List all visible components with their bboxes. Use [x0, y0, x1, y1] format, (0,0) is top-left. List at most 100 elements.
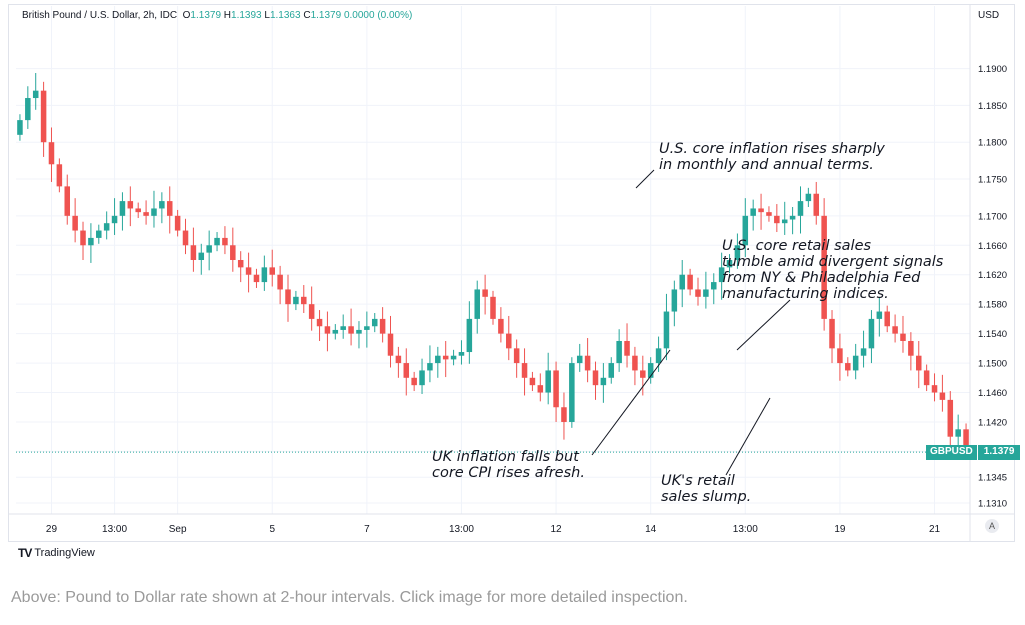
candle — [805, 187, 812, 207]
candle — [379, 307, 386, 343]
candle — [829, 310, 835, 364]
candle-body — [616, 340, 622, 364]
candle-body — [813, 193, 820, 216]
candle-body — [348, 326, 354, 334]
candle — [285, 274, 291, 322]
auto-scale-button[interactable]: A — [985, 519, 999, 533]
candle-body — [111, 215, 118, 224]
candle — [923, 364, 930, 392]
candle-body — [25, 98, 31, 121]
candle — [947, 391, 954, 452]
candle-body — [143, 212, 149, 216]
candle — [931, 373, 938, 402]
candle — [419, 358, 425, 394]
candle-body — [340, 326, 346, 330]
time-tick-label: Sep — [169, 524, 187, 535]
last-price-tag: GBPUSD 1.1379 — [926, 445, 1021, 460]
candle-body — [206, 245, 212, 253]
candle — [364, 311, 370, 348]
candle — [151, 190, 157, 228]
candle — [190, 227, 197, 272]
candle-body — [718, 267, 725, 283]
candle-body — [513, 348, 520, 364]
candle-body — [821, 215, 827, 319]
annotation-uk-retail-sales: UK's retail sales slump. — [661, 473, 752, 505]
candle-body — [442, 355, 449, 360]
currency-label: USD — [978, 10, 1000, 21]
time-tick-label: 13:00 — [733, 524, 758, 535]
candle — [513, 339, 520, 378]
candle — [711, 273, 717, 305]
candle — [32, 72, 39, 110]
candle — [332, 324, 339, 340]
candle-body — [947, 399, 954, 437]
candle-body — [56, 164, 63, 187]
candle — [166, 186, 173, 234]
annotation-us-retail-sales: U.S. core retail sales tumble amid diver… — [722, 238, 944, 302]
candle-body — [845, 363, 851, 371]
annotation-us-core-inflation: U.S. core inflation rises sharply in mon… — [659, 141, 885, 173]
candle-body — [687, 274, 693, 290]
candle-body — [17, 120, 23, 135]
candle-body — [592, 370, 599, 386]
candle — [301, 285, 307, 314]
candle — [198, 243, 205, 275]
candle — [695, 277, 701, 306]
candle-body — [860, 348, 867, 356]
candle — [261, 255, 268, 291]
candle-body — [703, 289, 709, 297]
candle — [584, 338, 591, 383]
candle-body — [222, 237, 228, 246]
close-label: C — [303, 10, 311, 21]
candle — [632, 346, 638, 386]
candle-body — [466, 318, 473, 353]
candle — [269, 249, 275, 287]
candle — [245, 252, 252, 293]
candle-body — [876, 311, 883, 319]
candle — [852, 343, 859, 380]
price-tick-label: 1.1660 — [978, 241, 1007, 252]
price-chart[interactable]: 1.13101.13451.13801.14201.14601.15001.15… — [8, 4, 1015, 542]
candle-body — [88, 237, 94, 246]
annotation-leader-line — [725, 397, 771, 476]
candle-body — [908, 340, 914, 356]
candle-body — [269, 267, 275, 275]
candle-body — [301, 296, 307, 305]
candle — [64, 174, 71, 225]
candle — [56, 158, 63, 193]
price-tag-value: 1.1379 — [977, 445, 1021, 460]
candle-body — [364, 326, 370, 330]
candle-body — [427, 363, 433, 371]
candle — [671, 280, 678, 327]
candle — [435, 346, 441, 378]
candle-body — [253, 274, 260, 283]
candle — [766, 206, 772, 222]
annotation-uk-inflation: UK inflation falls but core CPI rises af… — [432, 449, 585, 481]
candle-body — [458, 352, 465, 356]
candle — [687, 268, 693, 296]
candle — [103, 211, 110, 240]
candle-body — [316, 318, 323, 327]
candle-body — [332, 329, 339, 334]
time-axis: 29 13:00 Sep 5 7 13:00 12 14 13:00 19 21 — [8, 513, 1015, 535]
tradingview-brand[interactable]: TV TradingView — [18, 546, 95, 560]
candle — [813, 181, 820, 225]
candle-body — [624, 340, 630, 356]
candle-body — [576, 355, 583, 364]
time-tick-label: 21 — [929, 524, 941, 535]
candle — [915, 340, 922, 389]
price-tick-label: 1.1750 — [978, 175, 1007, 186]
candle-body — [214, 237, 220, 246]
price-tick-label: 1.1800 — [978, 138, 1007, 149]
candle-body — [647, 363, 654, 378]
candle-body — [781, 219, 788, 224]
candle — [253, 268, 260, 288]
candle-body — [939, 392, 946, 400]
candle-body — [805, 193, 812, 202]
candle-body — [561, 407, 567, 422]
high-value: 1.1393 — [231, 10, 262, 21]
candle-body — [829, 318, 835, 349]
candle-body — [245, 267, 252, 275]
symbol-title: British Pound / U.S. Dollar, 2h, IDC — [22, 10, 178, 21]
candle-body — [285, 289, 291, 305]
